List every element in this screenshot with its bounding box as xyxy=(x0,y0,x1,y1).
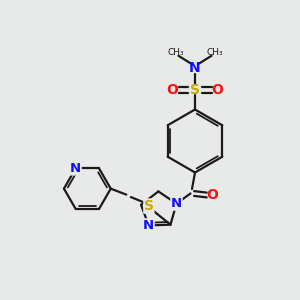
Text: N: N xyxy=(189,61,201,75)
Text: S: S xyxy=(190,83,200,97)
Text: N: N xyxy=(143,219,154,232)
Text: O: O xyxy=(212,83,224,97)
Text: O: O xyxy=(167,83,178,97)
Text: S: S xyxy=(144,199,154,213)
Text: CH₃: CH₃ xyxy=(206,48,223,57)
Text: N: N xyxy=(171,197,182,210)
Text: N: N xyxy=(70,162,81,175)
Text: CH₃: CH₃ xyxy=(167,48,184,57)
Text: O: O xyxy=(206,188,218,202)
